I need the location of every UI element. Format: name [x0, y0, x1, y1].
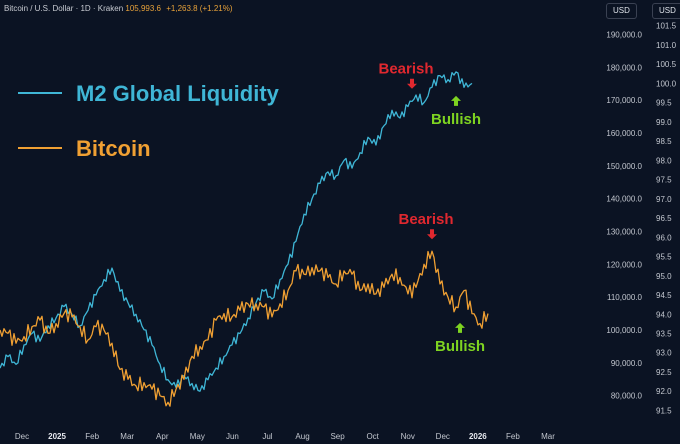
legend: M2 Global Liquidity Bitcoin [18, 81, 280, 161]
last-price: 105,993.6 [125, 4, 161, 13]
y-right-tick: 92.5 [656, 368, 672, 377]
y-right-tick: 96.0 [656, 233, 672, 242]
price-change: +1,263.8 (+1.21%) [166, 4, 233, 13]
y-axis-right: 101.5 101.0 100.5 100.0 99.5 99.0 98.5 98.0 97.5… [656, 22, 677, 416]
y-left-tick: 140,000.0 [606, 195, 642, 204]
legend-label: M2 Global Liquidity [76, 81, 280, 106]
y-left-tick: 100,000.0 [606, 326, 642, 335]
y-left-tick: 110,000.0 [607, 293, 643, 302]
legend-label: Bitcoin [76, 136, 151, 161]
y-left-tick: 170,000.0 [606, 96, 642, 105]
x-tick: Oct [366, 432, 379, 441]
x-tick: Feb [85, 432, 99, 441]
series-line-m2 [0, 71, 473, 392]
down-arrow-icon [427, 229, 437, 240]
currency-selector-right[interactable]: USD [652, 3, 680, 19]
y-right-tick: 99.5 [656, 99, 672, 108]
annotation-btc-bearish: Bearish [398, 211, 454, 240]
y-right-tick: 97.5 [656, 176, 672, 185]
x-tick: Mar [120, 432, 134, 441]
y-left-tick: 180,000.0 [606, 63, 642, 72]
down-arrow-icon [407, 78, 417, 89]
annotation-m2-bullish: Bullish [431, 95, 481, 128]
x-tick: Mar [541, 432, 555, 441]
y-right-tick: 101.5 [656, 22, 677, 31]
y-left-tick: 190,000.0 [606, 30, 642, 39]
y-left-tick: 160,000.0 [606, 129, 642, 138]
y-left-tick: 90,000.0 [611, 359, 643, 368]
y-right-tick: 94.0 [656, 310, 672, 319]
y-right-tick: 92.0 [656, 387, 672, 396]
y-right-tick: 93.5 [656, 330, 672, 339]
y-right-tick: 94.5 [656, 291, 672, 300]
annotation-label: Bearish [378, 61, 433, 78]
x-tick: Jul [262, 432, 272, 441]
y-right-tick: 100.0 [656, 79, 677, 88]
x-tick: Feb [506, 432, 520, 441]
y-axis-left: 190,000.0 180,000.0 170,000.0 160,000.0 150,… [606, 30, 642, 400]
up-arrow-icon [455, 322, 465, 333]
y-right-tick: 91.5 [656, 406, 672, 415]
x-tick: 2026 [469, 432, 487, 441]
y-right-tick: 98.5 [656, 137, 672, 146]
chart-header: Bitcoin / U.S. Dollar · 1D · Kraken 105,… [4, 4, 233, 13]
y-left-tick: 80,000.0 [611, 392, 643, 401]
annotation-m2-bearish: Bearish [378, 61, 434, 89]
series-line-bitcoin [0, 250, 489, 407]
x-tick: May [190, 432, 205, 441]
currency-selector-left[interactable]: USD [606, 3, 637, 19]
annotation-label: Bearish [398, 211, 453, 228]
x-tick: Aug [295, 432, 309, 441]
y-right-tick: 95.0 [656, 272, 672, 281]
series-lines [0, 71, 489, 407]
up-arrow-icon [451, 95, 461, 106]
x-tick: Dec [15, 432, 29, 441]
x-tick: Apr [156, 432, 169, 441]
x-tick: Nov [401, 432, 415, 441]
annotation-label: Bullish [431, 111, 481, 128]
y-left-tick: 150,000.0 [606, 162, 642, 171]
x-tick: Jun [226, 432, 239, 441]
y-right-tick: 99.0 [656, 118, 672, 127]
y-right-tick: 100.5 [656, 60, 677, 69]
x-tick: 2025 [48, 432, 66, 441]
y-right-tick: 95.5 [656, 253, 672, 262]
x-axis: Dec 2025 Feb Mar Apr May Jun Jul Aug Sep Oct Nov Dec… [15, 432, 555, 441]
y-left-tick: 120,000.0 [606, 260, 642, 269]
y-right-tick: 98.0 [656, 156, 672, 165]
y-right-tick: 97.0 [656, 195, 672, 204]
annotation-btc-bullish: Bullish [435, 322, 485, 355]
y-right-tick: 101.0 [656, 41, 677, 50]
y-right-tick: 96.5 [656, 214, 672, 223]
y-left-tick: 130,000.0 [606, 227, 642, 236]
symbol-title: Bitcoin / U.S. Dollar · 1D · Kraken [4, 4, 124, 13]
x-tick: Dec [436, 432, 450, 441]
annotations: Bearish Bullish Bearish Bullish [378, 61, 485, 355]
y-right-tick: 93.0 [656, 349, 672, 358]
x-tick: Sep [330, 432, 345, 441]
annotation-label: Bullish [435, 338, 485, 355]
